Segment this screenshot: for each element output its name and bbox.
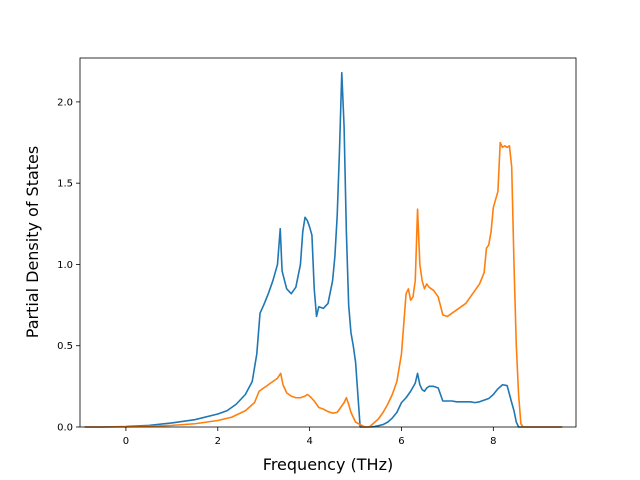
y-axis-label: Partial Density of States <box>23 146 42 338</box>
x-axis: 0 2 4 6 8 <box>123 427 497 447</box>
y-tick-label: 1.5 <box>57 179 73 190</box>
y-tick-label: 0.0 <box>57 423 73 434</box>
x-tick-label: 2 <box>215 436 221 447</box>
series-line-2 <box>84 141 563 428</box>
x-tick-label: 6 <box>398 436 404 447</box>
x-axis-label: Frequency (THz) <box>263 455 393 474</box>
x-tick-label: 0 <box>123 436 129 447</box>
x-tick-label: 4 <box>306 436 312 447</box>
y-axis: 0.0 0.5 1.0 1.5 2.0 <box>57 97 80 434</box>
y-tick-label: 0.5 <box>57 341 73 352</box>
axes-frame <box>79 57 577 428</box>
y-tick-label: 1.0 <box>57 260 73 271</box>
x-tick-label: 8 <box>490 436 496 447</box>
y-tick-label: 2.0 <box>57 97 73 108</box>
